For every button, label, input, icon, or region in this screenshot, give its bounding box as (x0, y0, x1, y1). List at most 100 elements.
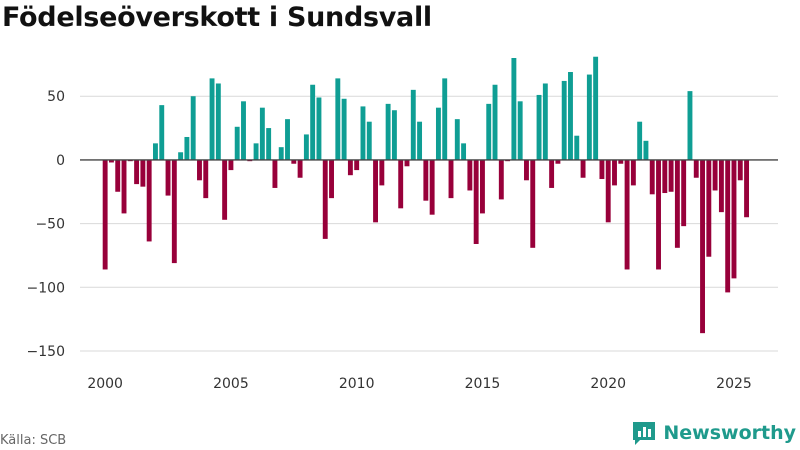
bar (737, 159, 743, 181)
bar (687, 91, 693, 160)
y-tick-label: −150 (27, 344, 65, 360)
bar (404, 159, 410, 167)
y-tick-label: 50 (47, 89, 65, 105)
bar (310, 84, 316, 160)
bar (347, 159, 353, 176)
bar (215, 83, 221, 160)
x-axis-ticks: 2000 2005 2010 2015 2020 2025 (87, 376, 751, 392)
bar (102, 159, 108, 270)
bar (203, 159, 209, 199)
bar (159, 105, 165, 160)
y-tick-label: 0 (56, 153, 65, 169)
bar (253, 143, 259, 160)
bar (171, 159, 177, 264)
bar (662, 159, 668, 194)
bar (184, 136, 190, 160)
bar (731, 159, 737, 279)
bar (373, 159, 378, 223)
bar (649, 159, 655, 195)
bar (725, 159, 731, 293)
bar (637, 121, 643, 160)
bar (718, 159, 724, 213)
bar (366, 121, 372, 160)
x-tick-label: 2005 (213, 376, 249, 392)
bar (329, 159, 334, 199)
bar (429, 159, 435, 215)
x-tick-label: 2015 (465, 376, 501, 392)
bar (593, 56, 599, 160)
bar (530, 159, 536, 248)
bar (467, 159, 473, 191)
bar (335, 78, 341, 160)
bar (165, 159, 171, 196)
bar (146, 159, 152, 242)
bar (486, 103, 492, 160)
bar (391, 110, 397, 160)
x-tick-label: 2000 (87, 376, 123, 392)
bar (612, 159, 617, 186)
bar (316, 97, 322, 160)
bar (674, 159, 680, 248)
gridlines (80, 95, 778, 352)
bar (480, 159, 485, 214)
bar (303, 134, 309, 160)
bar (454, 119, 460, 160)
bar (379, 159, 385, 186)
bar (561, 80, 567, 160)
bar-chart: −150 −100 −50 0 50 2000 2005 2010 2015 2020 2025 (27, 56, 778, 392)
bar (197, 159, 202, 181)
bar (542, 83, 548, 160)
bar (492, 84, 498, 160)
bar (153, 143, 158, 160)
newsworthy-logo: Newsworthy (631, 420, 796, 446)
bar (322, 159, 328, 239)
bar (473, 159, 479, 244)
bar (643, 140, 649, 160)
bar (668, 159, 674, 192)
bar (700, 159, 705, 334)
bar (385, 103, 391, 160)
bar (285, 119, 290, 160)
bar (291, 159, 297, 164)
bar (568, 72, 573, 160)
bar (341, 98, 347, 160)
bar (549, 159, 555, 188)
bar (410, 89, 416, 160)
bar (442, 78, 448, 160)
brand-name: Newsworthy (663, 422, 796, 444)
bar (599, 159, 605, 180)
y-axis-ticks: −150 −100 −50 0 50 (27, 89, 65, 360)
bar (586, 74, 592, 160)
bar (517, 101, 523, 160)
bar (423, 159, 429, 201)
bar (706, 159, 712, 257)
bar (744, 159, 750, 218)
chart-title: Födelseöverskott i Sundsvall (2, 2, 432, 33)
bar (555, 159, 561, 164)
bar (354, 159, 360, 171)
bar (259, 107, 265, 160)
bar (241, 101, 246, 160)
bar (618, 159, 624, 164)
bar (398, 159, 404, 209)
bar (266, 128, 272, 160)
bar (693, 159, 699, 178)
bar (605, 159, 611, 223)
bar (228, 159, 234, 171)
x-tick-label: 2025 (716, 376, 752, 392)
bar (574, 135, 580, 160)
bar (511, 58, 517, 160)
bar (278, 147, 284, 160)
bar (360, 106, 366, 160)
bar (681, 159, 687, 227)
bar (115, 159, 121, 192)
bar (134, 159, 140, 185)
bar (209, 78, 215, 160)
bar (630, 159, 636, 186)
bar (140, 159, 146, 187)
bar (536, 94, 542, 160)
bar (624, 159, 630, 270)
x-tick-label: 2010 (339, 376, 375, 392)
bar (190, 96, 196, 160)
bar (121, 159, 127, 214)
